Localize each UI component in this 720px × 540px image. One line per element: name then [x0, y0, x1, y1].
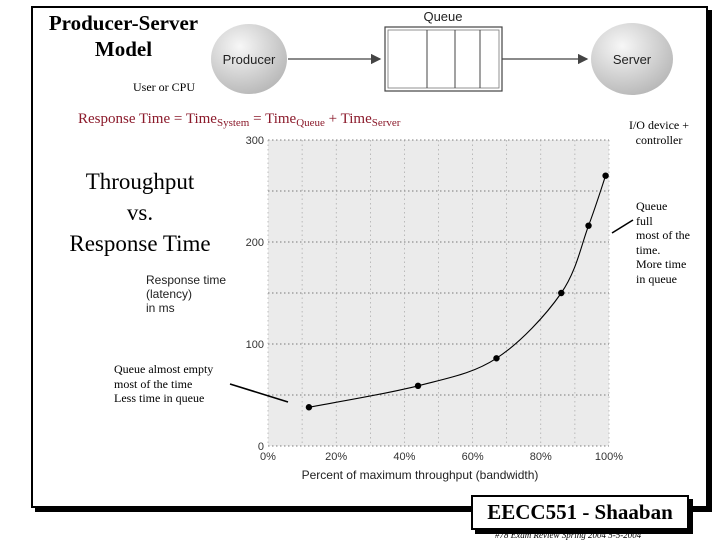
- eq-plus: +: [328, 111, 338, 127]
- left-annotation-pointer: [229, 383, 289, 403]
- eq-response-time: Response Time: [78, 111, 171, 127]
- data-point: [414, 382, 422, 390]
- annot-right-line-1: Queue: [636, 199, 668, 213]
- y-tick-label: 200: [246, 237, 264, 249]
- slide-footer-note: #78 Exam Review Spring 2004 5-5-2004: [495, 530, 642, 540]
- y-axis-label-line-3: in ms: [146, 301, 175, 315]
- right-annotation-pointer: [611, 219, 634, 234]
- queue-label: Queue: [423, 9, 462, 24]
- annot-left-line-1: Queue almost empty: [114, 362, 214, 376]
- x-tick-label: 20%: [325, 451, 347, 463]
- y-tick-label: 300: [246, 135, 264, 147]
- annot-left-line-2: most of the time: [114, 376, 193, 391]
- eq-sub-server: Server: [371, 117, 401, 129]
- throughput-response-chart: 0 100 200 300 0% 20% 40% 60% 80% 100% Percent of…: [146, 135, 634, 482]
- y-axis-label-line-1: Response time: [146, 273, 226, 287]
- annot-right-line-4: time.: [636, 242, 661, 257]
- user-cpu-label: User or CPU: [133, 80, 195, 94]
- x-tick-label: 80%: [530, 451, 552, 463]
- eq-sub-queue: Queue: [296, 117, 325, 129]
- y-tick-label: 0: [258, 441, 264, 453]
- x-tick-label: 100%: [595, 451, 623, 463]
- io-device-label: I/O device + controller: [628, 118, 690, 147]
- eq-time-queue: Time: [265, 111, 297, 127]
- slide-title: Producer-Server Model: [36, 10, 211, 62]
- title-line-1: Producer-Server: [48, 11, 199, 35]
- x-tick-label: 0%: [260, 451, 276, 463]
- x-tick-label: 60%: [462, 451, 484, 463]
- annot-right-line-2: full: [636, 213, 653, 228]
- eq-equals-1: =: [173, 111, 183, 127]
- server-label: Server: [613, 52, 652, 67]
- y-axis-label-line-2: (latency): [146, 287, 192, 301]
- eq-sub-system: System: [216, 117, 250, 129]
- big-title-line-1: Throughput: [85, 169, 195, 194]
- response-time-equation: Response Time = TimeSystem = TimeQueue +…: [78, 111, 400, 129]
- y-tick-label: 100: [246, 339, 264, 351]
- course-footer-box: EECC551 - Shaaban: [471, 495, 689, 530]
- data-point: [558, 289, 565, 297]
- producer-server-diagram: Producer Queue Server: [211, 9, 673, 95]
- producer-label: Producer: [223, 52, 276, 67]
- annot-right-line-6: in queue: [636, 271, 677, 286]
- title-line-2: Model: [94, 37, 153, 61]
- queue-box: [384, 26, 503, 92]
- annot-right-line-5: More time: [636, 257, 687, 271]
- producer-node: [211, 24, 287, 94]
- annotation-queue-empty: Queue almost empty most of the time Less…: [114, 362, 213, 406]
- server-node: [591, 23, 673, 95]
- big-title-line-3: Response Time: [69, 231, 211, 256]
- x-axis-label: Percent of maximum throughput (bandwidth…: [302, 468, 539, 482]
- eq-time-system: Time: [185, 111, 217, 127]
- data-point: [493, 355, 500, 362]
- data-point: [602, 172, 609, 179]
- annot-left-line-3: Less time in queue: [114, 391, 205, 405]
- annot-right-line-3: most of the: [636, 228, 690, 242]
- data-point: [585, 222, 592, 229]
- x-tick-label: 40%: [393, 451, 415, 463]
- annotation-queue-full: Queue full most of the time. More time i…: [636, 199, 690, 286]
- data-point: [305, 404, 313, 411]
- throughput-vs-response-title: Throughput vs. Response Time: [40, 166, 240, 259]
- eq-equals-2: =: [253, 111, 262, 127]
- eq-time-server: Time: [340, 111, 372, 127]
- big-title-line-2: vs.: [126, 200, 154, 225]
